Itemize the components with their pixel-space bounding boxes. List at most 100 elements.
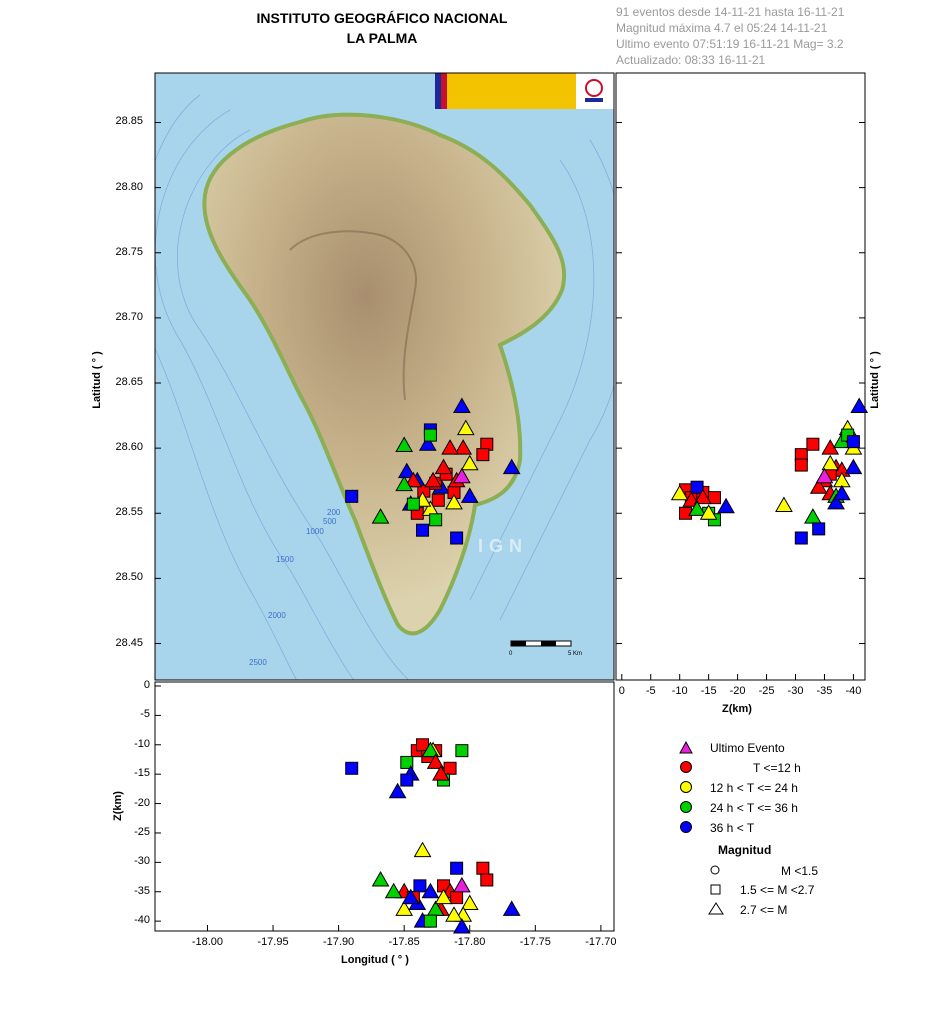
- map-event-red-triangle: [434, 458, 453, 475]
- lon-depth-event-yellow-triangle: [460, 894, 479, 910]
- lon-depth-event-yellow-triangle: [395, 900, 414, 916]
- lon-depth-event-green-triangle: [371, 870, 390, 887]
- lon-depth-x-axis-label: Longitud ( ° ): [341, 954, 409, 966]
- lon-depth-event-green-square: [400, 755, 414, 769]
- lon-depth-x-tick-label: -17.70: [585, 936, 617, 948]
- legend-magnitude-title: Magnitud: [718, 843, 772, 857]
- map-y-tick-label: 28.75: [115, 245, 143, 258]
- map-event-green-square: [429, 513, 443, 527]
- lat-depth-event-red-square: [707, 491, 721, 505]
- info-updated: Actualizado: 08:33 16-11-21: [616, 53, 766, 67]
- lon-depth-event-blue-square: [413, 879, 427, 893]
- info-max-magnitude: Magnitud máxima 4.7 el 05:24 14-11-21: [616, 21, 828, 35]
- legend-last-event: Ultimo Evento: [710, 741, 785, 755]
- contour-label-2000: 2000: [268, 611, 286, 620]
- legend-magnitude-triangle: [708, 902, 724, 915]
- lon-depth-event-red-triangle: [426, 753, 445, 769]
- lat-depth-x-axis-label: Z(km): [722, 703, 752, 715]
- lon-depth-event-blue-square: [400, 773, 414, 787]
- map-y-tick-label: 28.55: [115, 506, 143, 519]
- lon-depth-event-green-square: [423, 914, 437, 928]
- legend-magnitude-circle: [710, 865, 720, 875]
- lat-depth-x-tick-label: -40: [845, 685, 862, 697]
- legend-magnitude-small: M <1.5: [781, 864, 819, 878]
- lat-depth-event-magenta-triangle: [815, 467, 834, 484]
- lon-depth-x-tick-label: -18.00: [191, 936, 224, 948]
- map-event-blue-triangle: [502, 458, 521, 475]
- legend-magnitude-large: 2.7 <= M: [740, 903, 788, 917]
- map-event-green-triangle: [395, 475, 414, 492]
- map-event-blue-square: [416, 523, 430, 537]
- legend-yellow-symbol: [680, 781, 692, 793]
- watermark: IGN: [478, 536, 528, 556]
- contour-label-2500: 2500: [249, 658, 267, 667]
- map-event-blue-square: [450, 531, 464, 545]
- island-landmass: [202, 112, 567, 636]
- map-events: [345, 397, 521, 545]
- lat-depth-x-tick-label: 0: [618, 685, 625, 697]
- lat-depth-x-tick-label: -5: [645, 685, 656, 697]
- lat-depth-event-blue-square: [846, 435, 860, 449]
- legend-yellow: 12 h < T <= 24 h: [710, 781, 798, 795]
- lon-depth-y-tick-label: -25: [134, 825, 150, 838]
- map-event-yellow-triangle: [456, 419, 475, 436]
- map-event-green-square: [423, 428, 437, 442]
- scale-bar: 0 5 Km: [509, 640, 582, 657]
- lon-depth-event-green-triangle: [421, 741, 440, 758]
- map-y-tick-label: 28.50: [115, 571, 143, 584]
- lon-depth-event-blue-triangle: [421, 882, 440, 899]
- map-event-red-triangle: [424, 471, 442, 488]
- map-frame: [154, 72, 615, 681]
- lon-depth-y-tick-label: -5: [140, 708, 150, 721]
- map-event-magenta-triangle: [453, 467, 471, 484]
- lon-depth-event-blue-triangle: [502, 900, 521, 916]
- map-event-blue-triangle: [418, 435, 437, 451]
- lon-depth-y-tick-label: -10: [134, 737, 150, 750]
- lat-depth-x-tick-label: -30: [787, 685, 804, 697]
- scale-label-5km: 5 Km: [568, 651, 582, 657]
- map-event-yellow-triangle: [460, 454, 479, 471]
- map-event-blue-square: [345, 489, 359, 503]
- lat-depth-event-green-triangle: [688, 500, 706, 516]
- lon-depth-x-tick-label: -17.75: [519, 936, 551, 948]
- lon-depth-event-blue-square: [450, 861, 464, 875]
- map-panel: 200 500 1000 1500 2000 2500 IGN 0 5 Km: [155, 73, 614, 680]
- lat-depth-events: [670, 397, 869, 545]
- lon-depth-x-tick-label: -17.90: [322, 936, 355, 948]
- lon-depth-y-tick-label: -15: [134, 767, 150, 780]
- lon-depth-event-red-square: [476, 861, 490, 875]
- legend-magnitude-medium: 1.5 <= M <2.7: [740, 883, 815, 897]
- lat-depth-x-tick-label: -25: [758, 685, 775, 697]
- lon-depth-event-red-square: [443, 761, 457, 775]
- map-event-yellow-triangle: [445, 493, 463, 510]
- lon-depth-event-yellow-triangle: [434, 888, 453, 905]
- map-event-red-square: [476, 448, 490, 462]
- lon-depth-x-tick-label: -17.85: [388, 936, 420, 948]
- lon-depth-y-tick-label: 0: [143, 679, 150, 691]
- axis-ticks: [155, 121, 865, 931]
- map-y-tick-label: 28.70: [115, 310, 143, 323]
- page-subtitle: LA PALMA: [346, 30, 418, 46]
- legend-blue: 36 h < T: [710, 821, 755, 835]
- legend-magnitude-square: [710, 884, 721, 895]
- contour-label-1000: 1000: [306, 527, 324, 536]
- map-event-green-triangle: [395, 436, 414, 453]
- lon-depth-event-yellow-triangle: [413, 841, 432, 858]
- legend-symbols: [679, 740, 724, 915]
- lat-depth-event-blue-triangle: [850, 397, 869, 413]
- lon-depth-event-red-triangle: [432, 765, 450, 781]
- lon-depth-y-axis-label: Z(km): [111, 791, 124, 821]
- lon-depth-x-tick-label: -17.80: [454, 936, 486, 948]
- lon-depth-x-tick-label: -17.95: [257, 936, 289, 948]
- lat-depth-event-red-square: [794, 458, 808, 472]
- lon-depth-event-blue-triangle: [401, 888, 420, 905]
- lat-depth-event-blue-triangle: [844, 458, 863, 475]
- legend-red-symbol: [680, 761, 692, 773]
- lat-depth-event-blue-triangle: [827, 493, 845, 510]
- map-y-tick-label: 28.80: [115, 180, 143, 193]
- legend-red: T <=12 h: [753, 761, 801, 775]
- lat-depth-event-red-square: [806, 437, 820, 451]
- scale-label-0: 0: [509, 651, 513, 657]
- lat-depth-event-red-square: [678, 506, 692, 520]
- lat-depth-event-yellow-triangle: [821, 454, 840, 471]
